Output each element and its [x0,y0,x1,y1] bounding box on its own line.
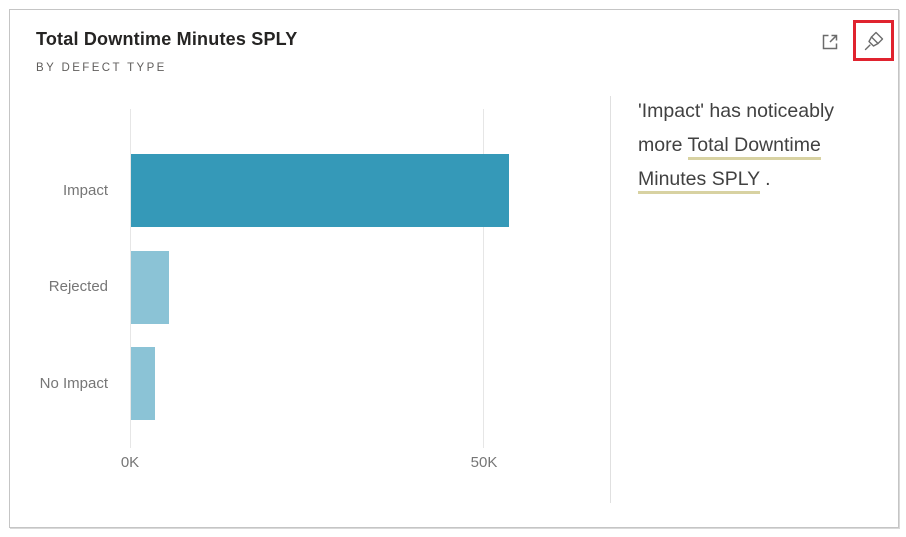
annotation-highlight-box [853,20,894,61]
insight-line: 'Impact' has noticeably [638,94,878,128]
pin-button[interactable] [861,28,887,54]
x-axis-tick-50k: 50K [470,454,498,471]
vertical-divider [610,96,611,503]
insight-card: Total Downtime Minutes SPLY BY DEFECT TY… [9,9,899,528]
card-subtitle: BY DEFECT TYPE [36,62,167,74]
gridline-50k [483,109,484,448]
bar-impact[interactable] [131,154,509,227]
insight-line: more Total Downtime [638,128,878,162]
gridline-0k [130,109,131,448]
insight-text: 'Impact' has noticeably more Total Downti… [638,94,878,196]
card-toolbar [819,20,896,61]
insight-line: Minutes SPLY . [638,162,878,196]
insight-text-segment: 'Impact' has noticeably [638,100,835,122]
x-axis-tick-0k: 0K [120,454,140,471]
focus-mode-button[interactable] [819,31,841,53]
card-title: Total Downtime Minutes SPLY [36,29,298,49]
insight-text-segment: more [638,134,688,156]
insight-term-underlined: Minutes SPLY [638,168,760,194]
bar-chart: Impact Rejected No Impact 0K 50K [10,100,610,520]
insight-text-segment: . [759,168,771,190]
bar-rejected[interactable] [131,250,169,324]
category-label: Impact [62,181,108,199]
pin-icon [862,29,886,53]
category-label: No Impact [39,374,108,392]
category-label: Rejected [48,278,108,295]
focus-mode-icon [820,32,840,52]
bar-no-impact[interactable] [131,347,155,420]
insight-term-underlined: Total Downtime [687,134,821,160]
